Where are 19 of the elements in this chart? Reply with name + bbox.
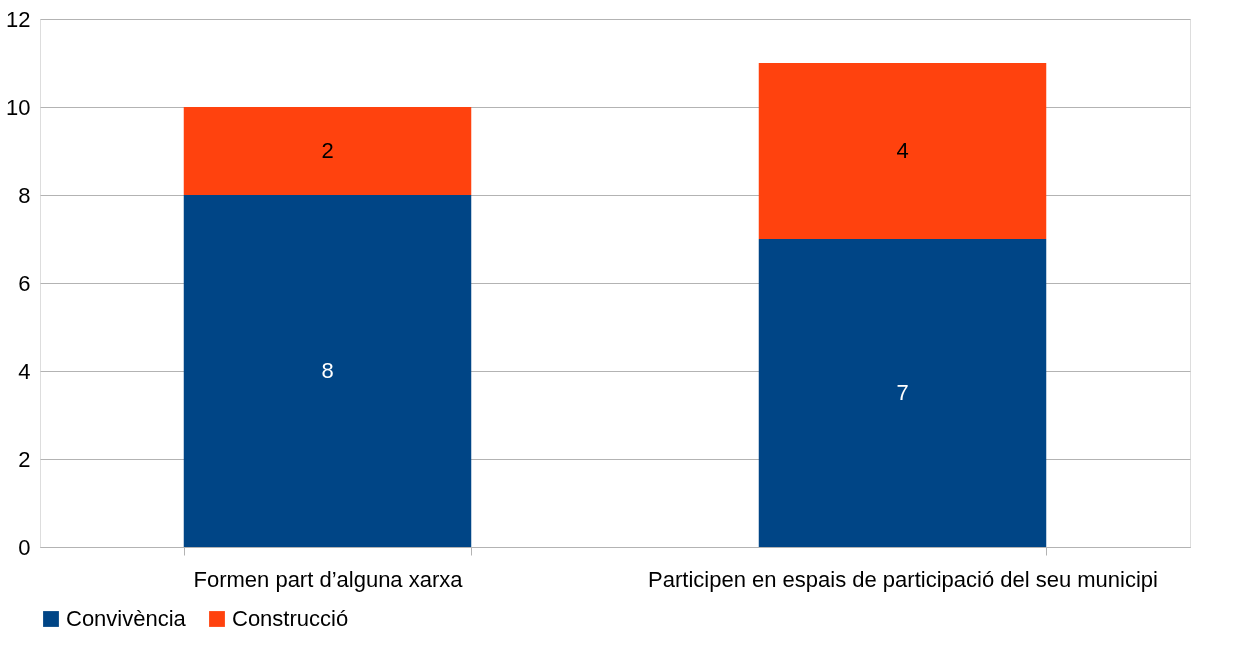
x-tick-label: Participen en espais de participació del seu municipi xyxy=(648,566,1158,592)
data-label: 4 xyxy=(896,138,909,163)
data-label: 8 xyxy=(321,358,334,383)
y-tick-label: 4 xyxy=(18,358,31,384)
legend-label: Construcció xyxy=(232,606,349,631)
y-tick-label: 2 xyxy=(18,446,31,472)
data-label: 7 xyxy=(896,380,909,405)
legend-label: Convivència xyxy=(66,606,187,631)
y-tick-label: 12 xyxy=(6,6,31,32)
y-tick-label: 10 xyxy=(6,94,31,120)
y-tick-label: 6 xyxy=(18,270,31,296)
bar xyxy=(758,63,1047,239)
y-tick-label: 0 xyxy=(18,534,31,560)
bar xyxy=(758,239,1047,547)
x-tick-label: Formen part d’alguna xarxa xyxy=(193,566,464,592)
data-label: 2 xyxy=(321,138,334,163)
y-tick-label: 8 xyxy=(18,182,31,208)
bar xyxy=(183,107,472,195)
bar xyxy=(183,195,472,547)
